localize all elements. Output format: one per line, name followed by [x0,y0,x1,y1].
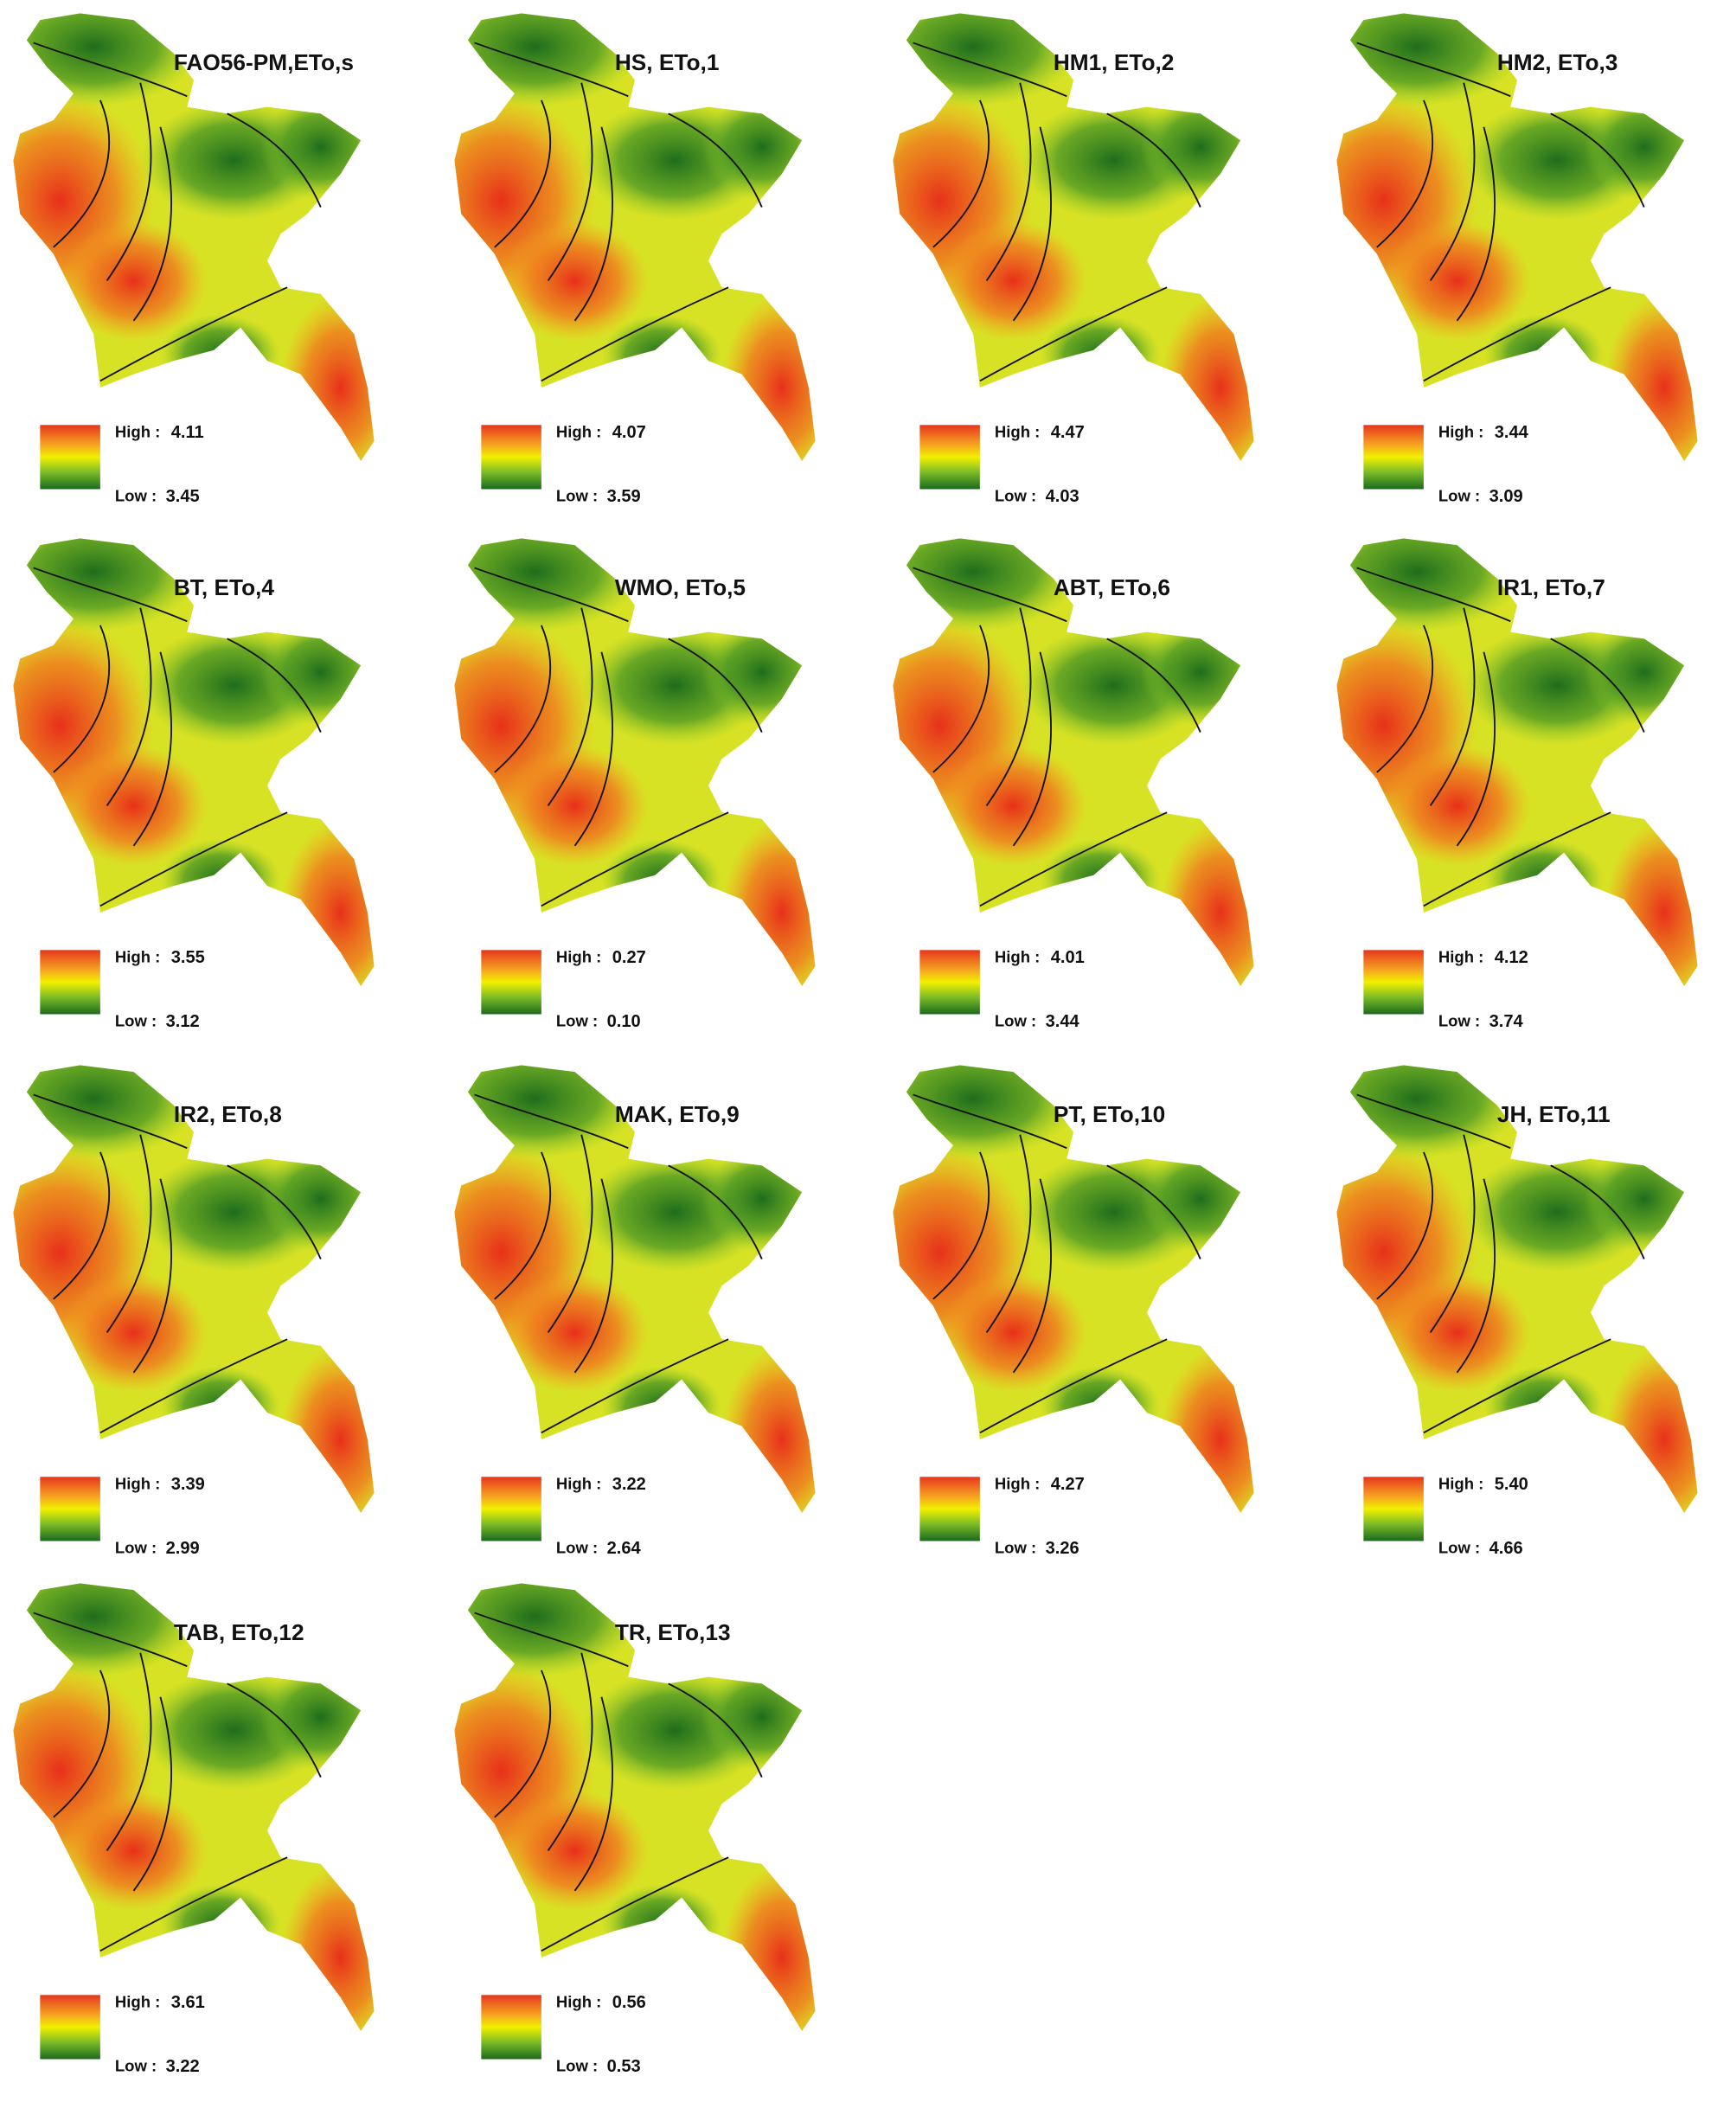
legend-high-value: 3.55 [171,948,205,967]
legend-low-value: 3.44 [1046,1012,1080,1031]
map-title: HM1, ETo,2 [1054,49,1175,75]
legend-ramp [40,1477,100,1541]
legend-low-label: Low : [995,1012,1036,1030]
legend-ramp [40,1995,100,2060]
map-title: HS, ETo,1 [615,49,720,75]
map-panel: HM1, ETo,2 High : 4.47 Low : 4.03 [846,0,1280,506]
legend-low-value: 3.26 [1046,1539,1079,1558]
legend-high-label: High : [556,1992,602,2010]
legend-low-label: Low : [115,2057,157,2075]
legend-high-value: 4.27 [1051,1475,1085,1494]
map-panel: ABT, ETo,6 High : 4.01 Low : 3.44 [846,512,1280,1031]
legend-low-value: 3.12 [166,1012,200,1031]
map-panel: IR2, ETo,8 High : 3.39 Low : 2.99 [0,1039,401,1558]
legend-low-label: Low : [1438,1012,1480,1030]
legend-high-label: High : [115,422,160,440]
legend-high-label: High : [115,1992,160,2010]
map-title: IR2, ETo,8 [174,1101,282,1127]
map-title: JH, ETo,11 [1497,1101,1611,1127]
legend-ramp [919,950,980,1015]
legend-ramp [40,950,100,1015]
map-title: HM2, ETo,3 [1497,49,1618,75]
legend-low-value: 3.59 [607,487,641,506]
map-panel: PT, ETo,10 High : 4.27 Low : 3.26 [846,1039,1280,1558]
legend-ramp [1363,950,1424,1015]
map-title: WMO, ETo,5 [615,574,746,600]
legend-high-label: High : [556,947,602,965]
legend-ramp [919,1477,980,1541]
map-panel: TAB, ETo,12 High : 3.61 Low : 3.22 [0,1557,401,2076]
legend-low-value: 3.74 [1489,1012,1524,1031]
legend-high-label: High : [556,422,602,440]
legend-low-value: 4.03 [1046,487,1079,506]
legend-high-label: High : [1438,422,1484,440]
legend-high-value: 3.44 [1495,423,1529,442]
legend-ramp [40,425,100,490]
map-panel: JH, ETo,11 High : 5.40 Low : 4.66 [1290,1039,1724,1558]
legend-high-label: High : [1438,947,1484,965]
legend-high-label: High : [995,947,1041,965]
legend-high-value: 4.12 [1495,948,1528,967]
map-title: MAK, ETo,9 [615,1101,740,1127]
legend-low-label: Low : [115,1012,157,1030]
legend-high-label: High : [995,422,1041,440]
map-title: TAB, ETo,12 [174,1619,304,1645]
map-panel: WMO, ETo,5 High : 0.27 Low : 0.10 [407,512,842,1031]
map-panel: IR1, ETo,7 High : 4.12 Low : 3.74 [1290,512,1724,1031]
legend-high-value: 0.27 [612,948,646,967]
map-title: BT, ETo,4 [174,574,275,600]
legend-high-value: 4.47 [1051,423,1085,442]
legend-ramp [481,425,541,490]
legend-low-label: Low : [995,487,1036,505]
legend-high-value: 0.56 [612,1993,646,2012]
map-panel: HS, ETo,1 High : 4.07 Low : 3.59 [407,0,842,506]
legend-ramp [481,1995,541,2060]
legend-low-label: Low : [556,2057,598,2075]
legend-ramp [1363,425,1424,490]
legend-ramp [481,1477,541,1541]
legend-low-label: Low : [556,1012,598,1030]
map-title: ABT, ETo,6 [1054,574,1170,600]
map-panel: TR, ETo,13 High : 0.56 Low : 0.53 [407,1557,842,2076]
legend-low-label: Low : [1438,1539,1480,1557]
map-panel: MAK, ETo,9 High : 3.22 Low : 2.64 [407,1039,842,1558]
legend-low-value: 3.22 [166,2057,200,2076]
map-title: FAO56-PM,ETo,s [174,49,354,75]
map-panel: HM2, ETo,3 High : 3.44 Low : 3.09 [1290,0,1724,506]
legend-high-value: 5.40 [1495,1475,1528,1494]
legend-low-label: Low : [995,1539,1036,1557]
legend-low-label: Low : [556,1539,598,1557]
map-title: PT, ETo,10 [1054,1101,1165,1127]
legend-high-value: 4.11 [171,423,204,442]
map-title: TR, ETo,13 [615,1619,731,1645]
legend-high-label: High : [556,1474,602,1492]
legend-low-label: Low : [115,487,157,505]
legend-high-label: High : [1438,1474,1484,1492]
legend-low-value: 0.53 [607,2057,641,2076]
legend-high-value: 3.22 [612,1475,646,1494]
legend-low-value: 2.99 [166,1539,200,1558]
legend-low-value: 4.66 [1489,1539,1523,1558]
map-title: IR1, ETo,7 [1497,574,1605,600]
legend-ramp [481,950,541,1015]
legend-low-value: 2.64 [607,1539,642,1558]
legend-high-value: 3.39 [171,1475,205,1494]
legend-low-label: Low : [556,487,598,505]
map-panel: FAO56-PM,ETo,s High : 4.11 Low : 3.45 [0,0,401,506]
legend-high-label: High : [995,1474,1041,1492]
legend-high-label: High : [115,947,160,965]
legend-high-label: High : [115,1474,160,1492]
legend-low-value: 3.45 [166,487,200,506]
legend-low-label: Low : [1438,487,1480,505]
legend-high-value: 4.01 [1051,948,1085,967]
map-panel: BT, ETo,4 High : 3.55 Low : 3.12 [0,512,401,1031]
legend-low-value: 3.09 [1489,487,1523,506]
legend-high-value: 4.07 [612,423,646,442]
legend-low-label: Low : [115,1539,157,1557]
legend-ramp [919,425,980,490]
legend-high-value: 3.61 [171,1993,205,2012]
legend-ramp [1363,1477,1424,1541]
legend-low-value: 0.10 [607,1012,641,1031]
